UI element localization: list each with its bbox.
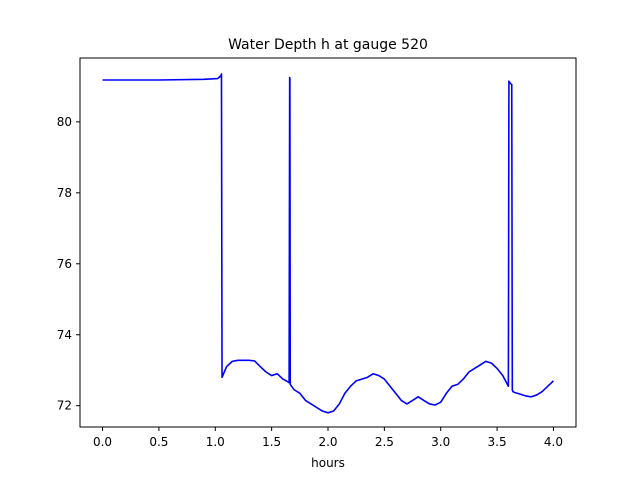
y-tick-label: 74 xyxy=(57,328,72,342)
x-axis-label: hours xyxy=(311,456,345,470)
series-line-0 xyxy=(102,73,554,414)
x-tick-label: 4.0 xyxy=(544,435,563,449)
x-tick-label: 0.5 xyxy=(149,435,168,449)
x-tick-label: 1.5 xyxy=(262,435,281,449)
y-tick-label: 78 xyxy=(57,186,72,200)
x-tick-label: 3.0 xyxy=(431,435,450,449)
y-axis-ticks: 72 74 76 78 80 xyxy=(57,115,80,413)
x-tick-label: 2.5 xyxy=(375,435,394,449)
x-tick-label: 0.0 xyxy=(93,435,112,449)
x-tick-label: 1.0 xyxy=(206,435,225,449)
x-axis-ticks: 0.0 0.5 1.0 1.5 2.0 2.5 3.0 3.5 4.0 xyxy=(93,427,563,449)
y-tick-label: 72 xyxy=(57,399,72,413)
x-tick-label: 3.5 xyxy=(488,435,507,449)
chart-title: Water Depth h at gauge 520 xyxy=(228,37,428,53)
y-tick-label: 76 xyxy=(57,257,72,271)
y-tick-label: 80 xyxy=(57,115,72,129)
x-tick-label: 2.0 xyxy=(318,435,337,449)
series-layer xyxy=(102,73,554,414)
